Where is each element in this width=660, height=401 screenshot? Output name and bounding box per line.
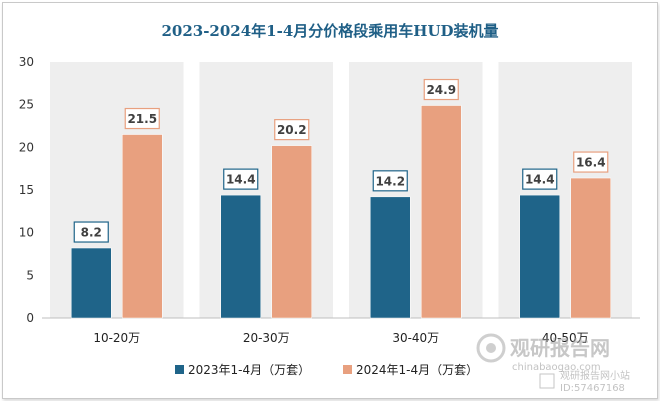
x-category-label: 40-50万 — [542, 331, 589, 345]
category-band — [50, 62, 184, 318]
chart-title: 2023-2024年1-4月分价格段乘用车HUD装机量 — [161, 22, 498, 40]
y-axis-ticks: 0 5 10 15 20 25 30 — [19, 55, 34, 325]
watermark-id: ID:57467168 — [560, 383, 625, 394]
legend-label: 2023年1-4月（万套） — [188, 363, 310, 377]
y-tick-label: 10 — [19, 226, 34, 240]
bar — [271, 145, 312, 319]
bar — [370, 196, 411, 319]
y-tick-label: 25 — [19, 98, 34, 112]
y-tick-label: 30 — [19, 55, 34, 69]
data-label-box — [372, 170, 408, 192]
watermark: 观研报告网 chinabaogao.com 观研报告网小站 ID:5746716… — [476, 333, 630, 394]
data-label-box — [124, 107, 160, 130]
data-labels: 8.2 21.5 14.4 20.2 14.2 24.9 14.4 16.4 — [73, 78, 609, 243]
y-tick-label: 0 — [26, 311, 34, 325]
data-label: 20.2 — [277, 123, 307, 137]
watermark-stamp-icon — [539, 373, 555, 389]
data-label: 8.2 — [81, 226, 102, 240]
data-label: 14.4 — [525, 173, 555, 187]
x-category-label: 20-30万 — [243, 331, 290, 345]
watermark-stamp: 观研报告网小站 — [560, 369, 630, 382]
x-axis-categories: 10-20万 20-30万 30-40万 40-50万 — [93, 331, 588, 345]
bar — [220, 194, 261, 319]
category-band — [349, 62, 483, 318]
y-tick-label: 5 — [26, 268, 34, 282]
watermark-brand: 观研报告网 — [510, 336, 610, 360]
watermark-logo-icon — [476, 333, 506, 363]
legend-swatch — [175, 365, 184, 374]
data-label-box — [73, 221, 109, 243]
x-category-label: 30-40万 — [392, 331, 439, 345]
y-tick-label: 15 — [19, 183, 34, 197]
legend-swatch — [343, 365, 352, 374]
data-label: 24.9 — [426, 83, 456, 97]
category-band — [498, 62, 632, 318]
category-band — [199, 62, 333, 318]
data-label: 16.4 — [576, 156, 606, 170]
x-category-label: 10-20万 — [93, 331, 140, 345]
data-label-box — [223, 168, 259, 190]
watermark-site: chinabaogao.com — [512, 362, 601, 373]
bar — [519, 194, 560, 319]
data-label-box — [522, 168, 558, 190]
bar — [570, 177, 611, 319]
legend: 2023年1-4月（万套） 2024年1-4月（万套） — [175, 363, 478, 377]
y-tick-label: 20 — [19, 140, 34, 154]
bar — [71, 247, 112, 319]
data-label-box — [274, 119, 310, 141]
bar — [122, 134, 163, 319]
legend-label: 2024年1-4月（万套） — [356, 363, 478, 377]
bar-series — [71, 105, 611, 319]
data-label-box — [423, 78, 459, 101]
data-label: 21.5 — [127, 112, 157, 126]
data-label: 14.4 — [226, 173, 256, 187]
bar — [421, 105, 462, 319]
data-label-box — [573, 151, 609, 173]
data-label: 14.2 — [375, 174, 405, 188]
